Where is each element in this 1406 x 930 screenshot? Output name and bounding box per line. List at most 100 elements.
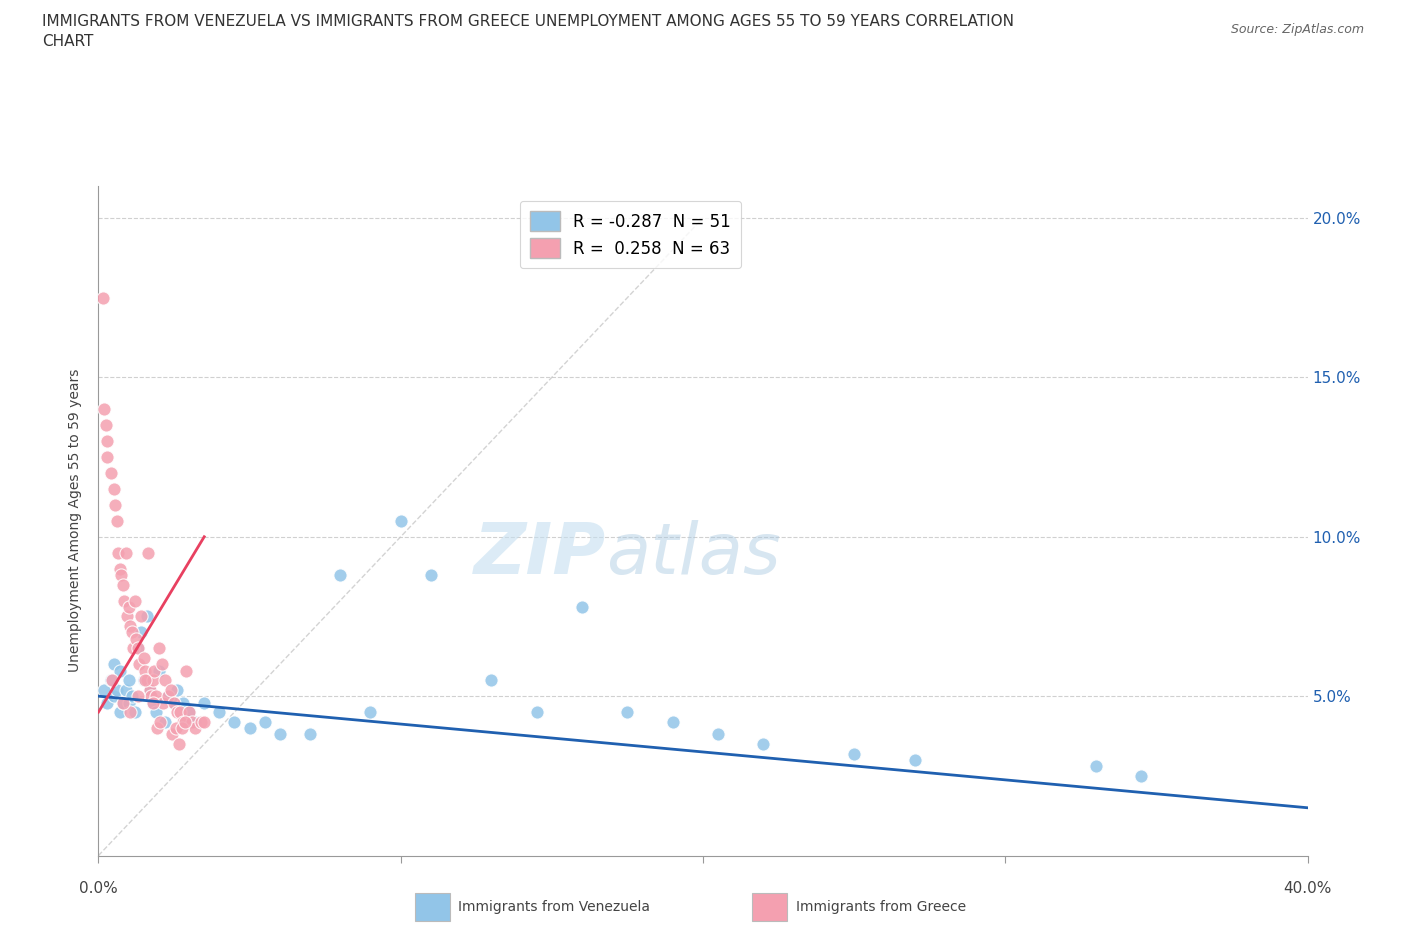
Point	[148, 641, 170, 656]
Text: Immigrants from Venezuela: Immigrants from Venezuela	[458, 899, 651, 914]
Point	[150, 657, 173, 671]
Point	[127, 689, 149, 704]
Point	[152, 695, 174, 710]
Point	[105, 513, 128, 528]
Point	[114, 683, 136, 698]
Point	[190, 714, 212, 729]
Point	[844, 746, 866, 761]
Point	[124, 705, 146, 720]
Point	[108, 705, 131, 720]
Point	[329, 567, 352, 582]
Point	[142, 695, 165, 710]
Point	[526, 705, 548, 720]
Point	[156, 689, 179, 704]
Point	[122, 641, 145, 656]
Point	[179, 705, 201, 720]
Point	[145, 705, 167, 720]
Point	[139, 683, 162, 698]
Point	[142, 672, 165, 687]
Point	[143, 663, 166, 678]
Point	[141, 689, 163, 704]
Point	[118, 695, 141, 710]
Point	[481, 672, 503, 687]
Point	[153, 714, 176, 729]
Point	[184, 714, 207, 729]
Point	[111, 695, 134, 710]
Text: ZIP: ZIP	[474, 520, 606, 589]
Point	[170, 721, 193, 736]
Point	[174, 663, 197, 678]
Point	[101, 672, 124, 687]
Point	[135, 609, 157, 624]
Text: Immigrants from Greece: Immigrants from Greece	[796, 899, 966, 914]
Point	[114, 545, 136, 560]
Point	[1085, 759, 1108, 774]
Point	[224, 714, 246, 729]
Point	[145, 689, 167, 704]
Point	[149, 714, 172, 729]
Point	[153, 672, 176, 687]
Point	[1130, 768, 1153, 783]
Point	[299, 727, 322, 742]
Point	[616, 705, 638, 720]
Point	[128, 657, 150, 671]
Point	[96, 433, 118, 448]
Legend: R = -0.287  N = 51, R =  0.258  N = 63: R = -0.287 N = 51, R = 0.258 N = 63	[520, 201, 741, 269]
Point	[91, 290, 114, 305]
Point	[163, 695, 186, 710]
Point	[115, 609, 138, 624]
Point	[360, 705, 382, 720]
Point	[103, 482, 125, 497]
Point	[184, 721, 207, 736]
Point	[121, 689, 143, 704]
Point	[165, 721, 187, 736]
Text: 40.0%: 40.0%	[1284, 881, 1331, 897]
Point	[100, 672, 122, 687]
Point	[93, 683, 115, 698]
Point	[96, 449, 118, 464]
Point	[904, 752, 927, 767]
Point	[134, 672, 156, 687]
Point	[420, 567, 443, 582]
Point	[112, 593, 135, 608]
Point	[166, 705, 188, 720]
Point	[118, 672, 141, 687]
Point	[167, 737, 190, 751]
Point	[156, 689, 179, 704]
Point	[707, 727, 730, 742]
Point	[105, 683, 128, 698]
Point	[108, 663, 131, 678]
Text: 0.0%: 0.0%	[79, 881, 118, 897]
Text: CHART: CHART	[42, 34, 94, 49]
Point	[124, 593, 146, 608]
Point	[118, 600, 141, 615]
Point	[100, 466, 122, 481]
Point	[132, 672, 155, 687]
Point	[96, 695, 118, 710]
Point	[253, 714, 276, 729]
Point	[104, 498, 127, 512]
Point	[166, 683, 188, 698]
Point	[389, 513, 412, 528]
Point	[134, 663, 156, 678]
Point	[173, 714, 195, 729]
Point	[662, 714, 685, 729]
Point	[120, 705, 142, 720]
Point	[111, 578, 134, 592]
Point	[208, 705, 231, 720]
Point	[125, 631, 148, 646]
Point	[127, 641, 149, 656]
Point	[111, 695, 134, 710]
Point	[103, 689, 125, 704]
Point	[193, 714, 215, 729]
Point	[93, 402, 115, 417]
Point	[181, 714, 204, 729]
Text: Source: ZipAtlas.com: Source: ZipAtlas.com	[1230, 23, 1364, 36]
Point	[136, 545, 159, 560]
Text: atlas: atlas	[606, 520, 780, 589]
Text: IMMIGRANTS FROM VENEZUELA VS IMMIGRANTS FROM GREECE UNEMPLOYMENT AMONG AGES 55 T: IMMIGRANTS FROM VENEZUELA VS IMMIGRANTS …	[42, 14, 1014, 29]
Point	[121, 625, 143, 640]
Point	[162, 727, 184, 742]
Point	[129, 609, 152, 624]
Y-axis label: Unemployment Among Ages 55 to 59 years: Unemployment Among Ages 55 to 59 years	[69, 369, 83, 672]
